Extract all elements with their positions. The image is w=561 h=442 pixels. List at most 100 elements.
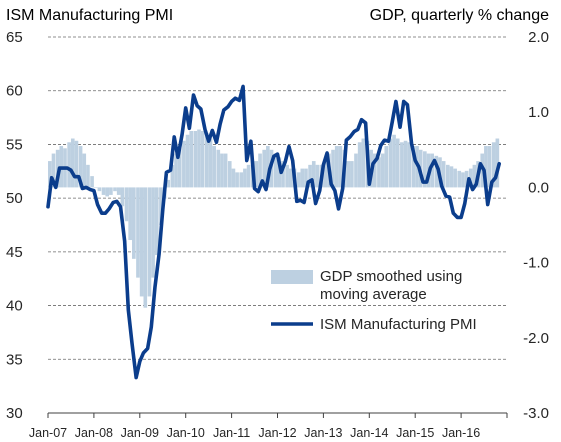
axes: 30 35 40 45 50 55 60 65 -3.0 -2.0 -1.0 0.0 1.0 2.0 Jan… — [6, 29, 549, 440]
x-tick-label: Jan-12 — [258, 426, 296, 440]
left-axis-title: ISM Manufacturing PMI — [6, 7, 173, 24]
gdp-bar — [392, 134, 396, 188]
gdp-bar — [357, 142, 362, 188]
gdp-bar — [170, 164, 175, 188]
gdp-bar — [147, 187, 152, 297]
gdp-bar — [136, 187, 140, 278]
right-tick-label: -1.0 — [523, 255, 549, 272]
gdp-bar — [93, 187, 98, 188]
gdp-bar — [304, 168, 308, 188]
gdp-bar — [231, 168, 236, 188]
gdp-bar — [113, 187, 117, 192]
gdp-bar — [441, 161, 446, 188]
gdp-bar — [461, 172, 465, 188]
right-tick-label: -3.0 — [523, 405, 549, 422]
gdp-bar — [472, 164, 477, 188]
gdp-bar — [262, 149, 266, 188]
gdp-bar — [372, 153, 377, 188]
left-tick-label: 40 — [6, 298, 23, 315]
gdp-bar — [484, 146, 488, 188]
left-tick-label: 50 — [6, 190, 23, 207]
gdp-bar — [266, 146, 270, 188]
legend-label-pmi: ISM Manufacturing PMI — [320, 316, 477, 333]
gdp-bar — [67, 142, 71, 188]
gdp-bar — [174, 153, 178, 188]
gdp-bar — [208, 138, 213, 188]
gdp-bar — [273, 153, 278, 188]
gdp-bar — [407, 142, 412, 188]
gdp-bar — [350, 161, 354, 188]
gdp-bar — [182, 140, 186, 188]
gdp-bar — [177, 148, 182, 188]
gdp-bar — [308, 164, 312, 188]
gdp-bar — [223, 153, 228, 188]
gdp-bar — [491, 142, 496, 188]
gdp-bar — [189, 131, 194, 188]
gdp-bar — [430, 153, 434, 188]
gdp-bar — [403, 140, 408, 188]
gdp-bar — [101, 187, 106, 195]
gdp-bar — [400, 142, 404, 188]
gdp-bar — [487, 146, 492, 188]
x-tick-label: Jan-14 — [350, 426, 388, 440]
gdp-bar — [216, 149, 221, 188]
right-tick-label: 1.0 — [528, 104, 549, 121]
gdp-bar — [128, 187, 132, 241]
x-tick-label: Jan-15 — [396, 426, 434, 440]
gdp-bar — [380, 153, 385, 188]
x-tick-label: Jan-09 — [121, 426, 159, 440]
gdp-bar — [51, 153, 56, 188]
gdp-bar — [48, 161, 52, 188]
gdp-bar — [166, 179, 171, 188]
gdp-bar — [258, 153, 262, 188]
gdp-bar — [197, 129, 201, 188]
gdp-bar — [377, 157, 381, 188]
gdp-bar — [331, 149, 335, 188]
x-tick-label: Jan-08 — [75, 426, 113, 440]
gdp-bar — [361, 138, 366, 188]
gdp-bar — [220, 153, 224, 188]
gdp-bar — [411, 146, 416, 188]
gdp-bar — [243, 168, 247, 188]
gdp-bar — [120, 187, 125, 207]
gdp-bar — [495, 138, 500, 188]
gdp-bar — [70, 138, 75, 188]
gdp-bar — [143, 187, 148, 308]
gdp-bar — [449, 166, 454, 188]
gdp-bar — [296, 172, 301, 188]
legend-label-gdp: moving average — [320, 286, 427, 303]
gdp-bar — [86, 164, 90, 188]
gdp-bar — [468, 168, 473, 188]
pmi-line — [46, 84, 502, 380]
left-tick-label: 35 — [6, 351, 23, 368]
gdp-bar — [159, 187, 163, 225]
gdp-bar — [464, 170, 469, 188]
gdp-bar — [434, 155, 439, 188]
gdp-bar — [105, 187, 110, 197]
legend-label-gdp: GDP smoothed using — [320, 268, 462, 285]
right-axis-title: GDP, quarterly % change — [370, 7, 549, 24]
gdp-bar — [82, 153, 87, 188]
right-tick-label: 2.0 — [528, 29, 549, 46]
gdp-bar — [97, 187, 102, 192]
gdp-bar — [288, 168, 293, 188]
gdp-bar — [116, 187, 121, 195]
gdp-bar — [281, 161, 285, 188]
gdp-bar — [90, 176, 94, 188]
gdp-bar — [151, 187, 155, 278]
gdp-bar — [300, 168, 305, 188]
x-tick-label: Jan-10 — [167, 426, 205, 440]
x-tick-label: Jan-16 — [442, 426, 480, 440]
gdp-bar — [132, 187, 136, 259]
x-tick-label: Jan-07 — [29, 426, 67, 440]
gdp-bar — [334, 146, 339, 188]
gdp-bar — [205, 133, 209, 188]
gdp-bar — [239, 172, 244, 188]
gdp-bar — [354, 153, 358, 188]
gdp-bar — [74, 140, 79, 188]
x-tick-label: Jan-13 — [304, 426, 342, 440]
gdp-bar — [109, 187, 113, 195]
gdp-bar — [384, 146, 389, 188]
left-tick-label: 60 — [6, 83, 23, 100]
